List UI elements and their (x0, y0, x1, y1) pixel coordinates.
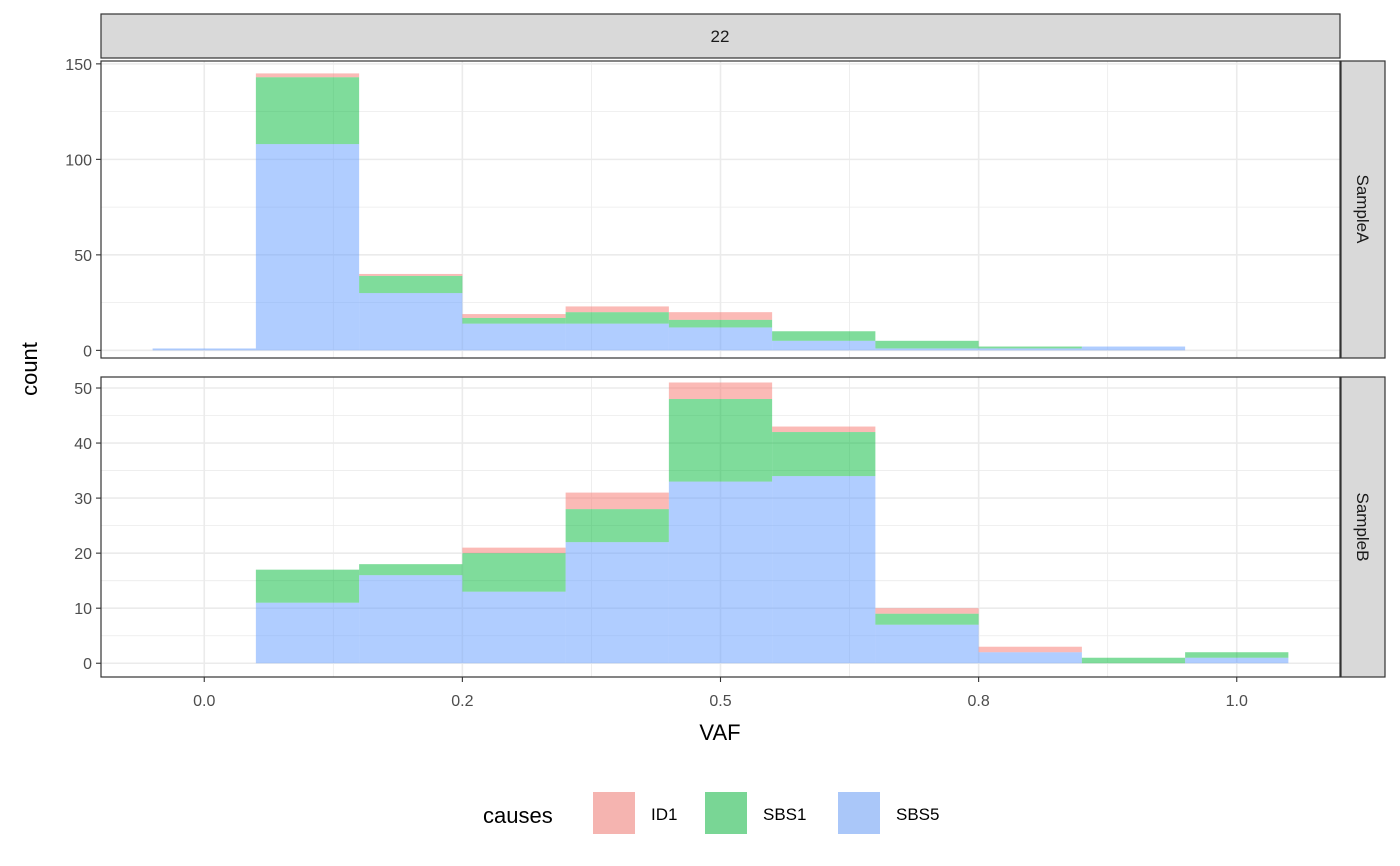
bar-sbs5 (565, 323, 669, 351)
bar-sbs1 (359, 564, 463, 576)
bar-sbs5 (462, 323, 566, 351)
facet-strip-top: 22 (100, 13, 1341, 59)
bar-sbs5 (255, 602, 360, 664)
bar-sbs5 (359, 293, 463, 351)
bar-id1 (668, 382, 773, 400)
x-tick-label: 0.0 (193, 693, 215, 710)
bar-id1 (565, 306, 669, 313)
legend-swatch-sbs5 (838, 792, 880, 834)
legend-label-id1: ID1 (651, 805, 677, 824)
panel-sample-a-bars (152, 73, 1186, 351)
legend: causes ID1 SBS1 SBS5 (483, 792, 939, 834)
bar-sbs1 (668, 399, 773, 482)
bar-sbs5 (978, 652, 1082, 664)
bar-id1 (668, 312, 773, 320)
bar-sbs5 (978, 348, 1082, 351)
panel-sample-b-bars (255, 382, 1289, 664)
bar-sbs1 (978, 346, 1082, 349)
bar-id1 (255, 73, 360, 78)
bar-sbs1 (668, 319, 773, 328)
y-tick-label: 50 (74, 381, 92, 398)
panel-label-sample-b: SampleB (1353, 493, 1372, 562)
legend-title: causes (483, 803, 553, 828)
bar-sbs5 (565, 542, 669, 664)
bar-sbs5 (875, 348, 979, 351)
bar-id1 (359, 273, 463, 276)
panel-sample-a-y-ticks: 0 50 100 150 (65, 57, 101, 360)
bar-sbs5 (668, 327, 773, 351)
bar-id1 (978, 646, 1082, 653)
bar-id1 (875, 608, 979, 614)
x-tick-label: 0.5 (709, 693, 731, 710)
bar-sbs1 (462, 317, 566, 324)
bar-sbs5 (1081, 346, 1186, 351)
bar-sbs1 (772, 331, 876, 341)
y-tick-label: 0 (83, 656, 92, 673)
x-axis: 0.0 0.2 0.5 0.8 1.0 (193, 677, 1248, 710)
bar-sbs5 (875, 624, 979, 664)
x-tick-label: 0.2 (451, 693, 473, 710)
bar-sbs1 (565, 509, 669, 543)
bar-id1 (462, 314, 566, 318)
bar-sbs1 (255, 77, 360, 145)
legend-label-sbs5: SBS5 (896, 805, 939, 824)
panel-sample-b-y-ticks: 0 10 20 30 40 50 (74, 381, 101, 673)
bar-sbs5 (152, 348, 256, 351)
facet-column-label: 22 (711, 27, 730, 46)
bar-id1 (772, 426, 876, 433)
bar-id1 (565, 492, 669, 510)
bar-sbs5 (255, 144, 360, 351)
bar-sbs5 (1185, 657, 1289, 664)
bar-sbs5 (772, 340, 876, 351)
y-axis-title: count (17, 342, 42, 396)
y-tick-label: 100 (65, 152, 92, 169)
legend-swatch-id1 (593, 792, 635, 834)
bar-sbs1 (875, 340, 979, 349)
bar-sbs1 (1081, 657, 1186, 664)
bar-sbs5 (668, 481, 773, 664)
bar-id1 (462, 547, 566, 554)
bar-sbs5 (462, 591, 566, 664)
x-tick-label: 1.0 (1226, 693, 1248, 710)
bar-sbs1 (565, 312, 669, 324)
bar-sbs5 (772, 476, 876, 664)
y-tick-label: 20 (74, 546, 92, 563)
x-axis-title: VAF (699, 720, 740, 745)
bar-sbs1 (255, 569, 360, 603)
panel-sample-b: 0 10 20 30 40 50 SampleB (74, 376, 1386, 678)
panel-label-sample-a: SampleA (1353, 175, 1372, 245)
y-tick-label: 40 (74, 436, 92, 453)
bar-sbs1 (462, 553, 566, 592)
bar-sbs1 (1185, 652, 1289, 658)
y-tick-label: 10 (74, 601, 92, 618)
bar-sbs1 (772, 432, 876, 477)
panel-sample-a: 0 50 100 150 SampleA (65, 57, 1386, 360)
y-tick-label: 150 (65, 57, 92, 74)
y-tick-label: 0 (83, 343, 92, 360)
bar-sbs1 (875, 613, 979, 625)
bar-sbs1 (359, 275, 463, 294)
legend-label-sbs1: SBS1 (763, 805, 806, 824)
y-tick-label: 30 (74, 491, 92, 508)
x-tick-label: 0.8 (968, 693, 990, 710)
legend-swatch-sbs1 (705, 792, 747, 834)
bar-sbs5 (359, 575, 463, 664)
y-tick-label: 50 (74, 248, 92, 265)
